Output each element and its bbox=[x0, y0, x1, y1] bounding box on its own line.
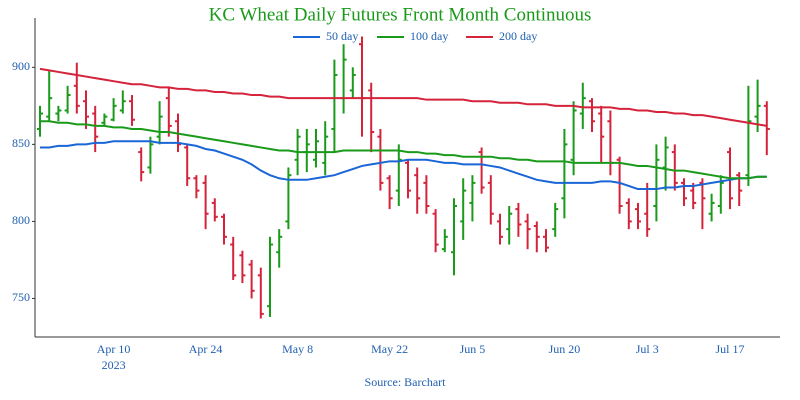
x-tick-label: Jul 3 bbox=[636, 342, 659, 356]
legend-label: 100 day bbox=[410, 29, 448, 43]
moving-average-line bbox=[39, 67, 767, 127]
legend-label: 200 day bbox=[499, 29, 537, 43]
y-tick-label: 800 bbox=[12, 213, 30, 227]
source: Source: Barchart bbox=[365, 375, 447, 389]
x-tick-label: Jul 17 bbox=[715, 342, 744, 356]
moving-average-line bbox=[40, 120, 767, 180]
x-tick-label: Jun 5 bbox=[460, 342, 486, 356]
x-year-label: 2023 bbox=[102, 358, 126, 372]
x-tick-label: May 22 bbox=[371, 342, 408, 356]
y-tick-label: 850 bbox=[12, 136, 30, 150]
y-tick-label: 750 bbox=[12, 290, 30, 304]
y-tick-label: 900 bbox=[12, 59, 30, 73]
moving-average-line bbox=[40, 140, 767, 191]
chart-title: KC Wheat Daily Futures Front Month Conti… bbox=[209, 4, 592, 25]
x-tick-label: Apr 24 bbox=[189, 342, 223, 356]
x-tick-label: May 8 bbox=[282, 342, 313, 356]
x-tick-label: Jun 20 bbox=[549, 342, 581, 356]
x-tick-label: Apr 10 bbox=[97, 342, 131, 356]
legend-label: 50 day bbox=[326, 29, 358, 43]
